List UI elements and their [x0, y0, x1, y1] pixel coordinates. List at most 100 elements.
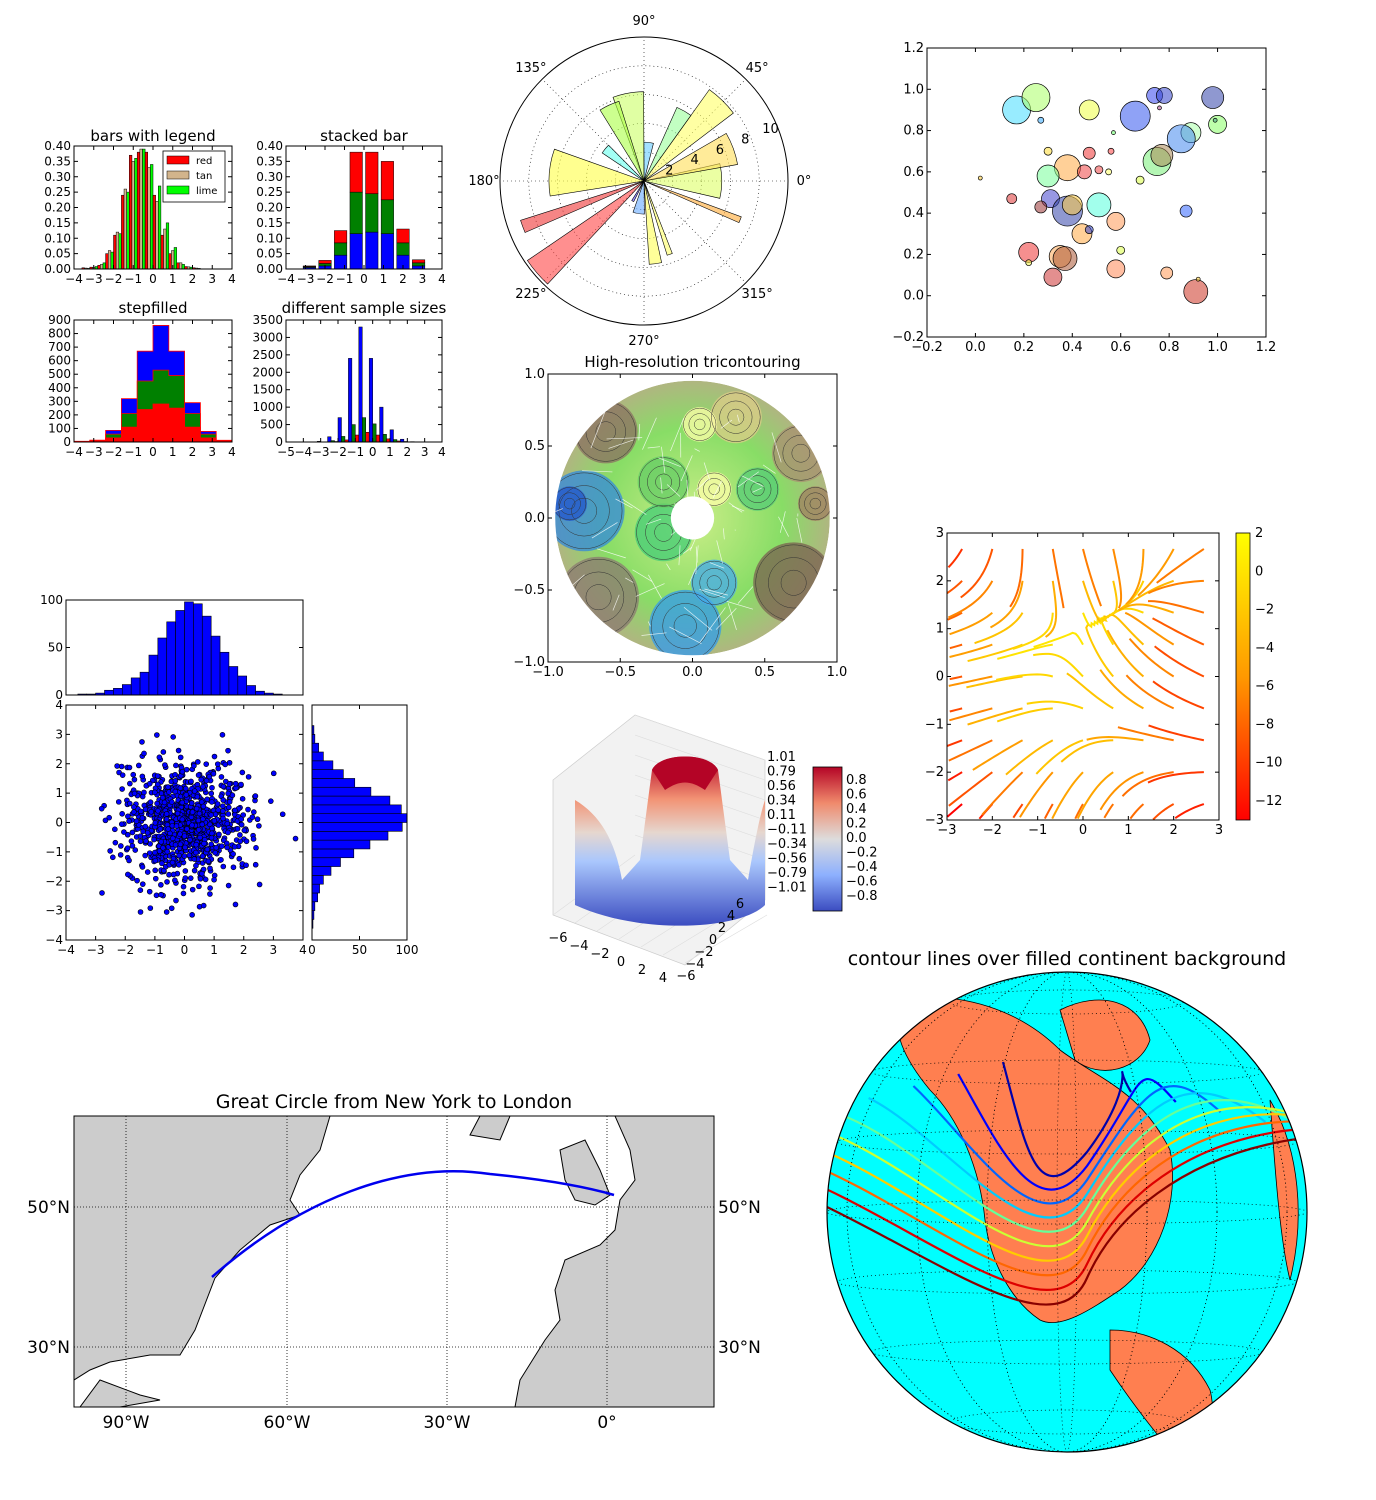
scatter-bubble	[1111, 130, 1116, 135]
y-tick-label: 1	[936, 622, 944, 637]
scatter-point	[270, 770, 277, 777]
x-tick-label: −5	[277, 445, 295, 459]
streamline	[1103, 803, 1115, 819]
triangulation-edge	[704, 588, 728, 596]
scatter-point	[239, 769, 246, 776]
scatter-point	[154, 732, 160, 738]
streamline	[1045, 580, 1058, 638]
scatter-point	[124, 831, 131, 838]
streamline	[967, 643, 1023, 663]
x-tick-label: 0	[181, 943, 189, 957]
streamline	[1124, 611, 1175, 646]
scatter-point	[125, 871, 131, 878]
colorbar-tick-label: −4	[1255, 641, 1274, 656]
scatter-point	[189, 822, 195, 828]
z-tick-label: −0.56	[767, 852, 807, 867]
polar-bar	[599, 100, 645, 182]
contour-line	[706, 575, 722, 591]
bar-red	[176, 262, 180, 270]
triangulation-edge	[726, 601, 754, 610]
x-tick-label: 0.5	[754, 665, 775, 680]
x-tick-label: −1.0	[532, 665, 564, 680]
triangulation-edge	[608, 439, 634, 449]
scatter-point	[151, 836, 157, 843]
triangulation-edge	[669, 626, 702, 645]
scatter-point	[212, 849, 219, 856]
scatter-point	[237, 838, 244, 845]
bar	[368, 358, 373, 443]
scatter-point	[191, 856, 198, 862]
scatter-point	[195, 772, 202, 778]
x-tick-label: 3	[421, 445, 429, 459]
polar-bar	[643, 132, 738, 182]
contour-line	[708, 483, 720, 495]
scatter-point	[119, 811, 125, 817]
bar-tan	[147, 167, 151, 270]
scatter-point	[204, 796, 210, 803]
x-tick-label: 4	[228, 272, 236, 286]
contour-line	[673, 614, 697, 638]
x-tick-label: −3	[297, 272, 315, 286]
scatter-point	[144, 829, 151, 836]
hist-bar	[311, 822, 403, 832]
triangulation-edge	[660, 477, 663, 494]
polar-angle-label: 180°	[468, 174, 499, 189]
chart-title: stacked bar	[320, 127, 409, 145]
colorbar-tick-label: −0.6	[846, 875, 878, 890]
scatter-point	[200, 783, 206, 790]
x-tick-label: 2	[1170, 823, 1178, 838]
triangulation-edge	[596, 548, 626, 559]
triangulation-edge	[606, 437, 643, 440]
scatter-point	[188, 778, 194, 785]
scatter-point	[183, 792, 190, 798]
scatter-point	[224, 844, 230, 851]
polar-bar	[643, 106, 692, 182]
y-tick-label: 700	[48, 340, 71, 354]
scatter-point	[139, 881, 146, 887]
triangulation-edge	[712, 480, 722, 498]
scatter-point	[218, 774, 225, 780]
meridian	[916, 972, 1218, 1452]
scatter-point	[99, 890, 105, 896]
scatter-point	[119, 786, 125, 792]
land-europe-africa	[514, 1116, 714, 1407]
bar-tan	[163, 228, 167, 270]
scatter-point	[219, 803, 226, 809]
stacked-bar-segment	[380, 233, 394, 270]
y-tick-label: 500	[48, 367, 71, 381]
y-tick-label: 0	[275, 435, 283, 449]
scatter-bubble	[1179, 204, 1193, 218]
stacked-bar-segment	[302, 265, 316, 267]
contour-line	[736, 468, 779, 510]
contour-line	[1001, 1061, 1132, 1178]
scatter-point	[155, 808, 161, 814]
polar-bar	[631, 180, 645, 203]
triangulation-edge	[658, 457, 681, 467]
scatter-point	[173, 897, 179, 904]
scatter-bubble	[1135, 175, 1145, 185]
y-tick-label: 100	[40, 593, 63, 607]
streamline	[1112, 548, 1123, 609]
scatter-point	[207, 891, 213, 897]
streamline	[1012, 612, 1054, 650]
x-tick-label: −2	[590, 947, 609, 962]
colorbar-tick-label: −6	[1255, 679, 1274, 694]
scatter-point	[238, 781, 244, 788]
stacked-bar-segment	[380, 161, 394, 201]
x-tick-label: 4	[659, 971, 667, 986]
bar-red	[105, 253, 109, 270]
bar	[382, 434, 387, 443]
scatter-bubble	[1052, 246, 1078, 271]
triangulation-edge	[647, 621, 651, 627]
scatter-point	[193, 849, 199, 856]
x-tick-label: −2	[116, 943, 134, 957]
scatter-point	[115, 799, 122, 805]
y-tick-label: 0.30	[256, 170, 283, 184]
x-tick-label: 0.0	[965, 340, 986, 355]
y-tick-label: 0	[63, 435, 71, 449]
scatter-point	[152, 867, 158, 874]
streamline	[1148, 600, 1205, 614]
scatter-point	[222, 761, 229, 768]
hist-bar	[193, 603, 203, 696]
